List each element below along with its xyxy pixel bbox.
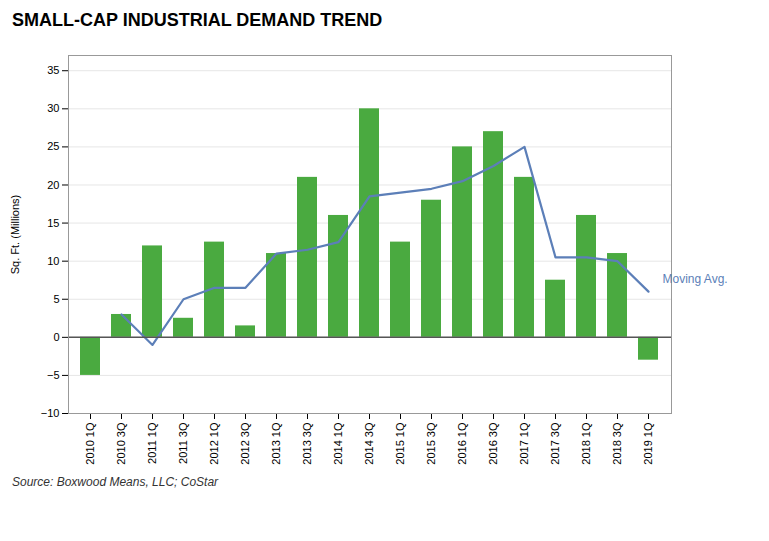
svg-text:2017 3Q: 2017 3Q [549, 422, 561, 465]
svg-text:2016 1Q: 2016 1Q [456, 422, 468, 465]
html-text:Source: Boxwood Means, LLC; Co: Source: Boxwood Means, LLC; CoStar [12, 475, 219, 489]
svg-text:2014 3Q: 2014 3Q [363, 422, 375, 465]
svg-text:2019 1Q: 2019 1Q [642, 422, 654, 465]
svg-text:35: 35 [47, 64, 59, 76]
svg-text:30: 30 [47, 102, 59, 114]
svg-text:2015 1Q: 2015 1Q [394, 422, 406, 465]
svg-text:2018 1Q: 2018 1Q [580, 422, 592, 465]
svg-text:2016 3Q: 2016 3Q [487, 422, 499, 465]
svg-text:2010 1Q: 2010 1Q [84, 422, 96, 465]
svg-text:2012 1Q: 2012 1Q [208, 422, 220, 465]
svg-text:2013 1Q: 2013 1Q [270, 422, 282, 465]
svg-text:20: 20 [47, 179, 59, 191]
html-text:SMALL-CAP INDUSTRIAL DEMAND TR: SMALL-CAP INDUSTRIAL DEMAND TREND [12, 10, 383, 30]
svg-text:2015 3Q: 2015 3Q [425, 422, 437, 465]
svg-text:2013 3Q: 2013 3Q [301, 422, 313, 465]
svg-text:−5: −5 [47, 369, 60, 381]
svg-text:10: 10 [47, 255, 59, 267]
svg-text:2018 3Q: 2018 3Q [611, 422, 623, 465]
svg-text:2017 1Q: 2017 1Q [518, 422, 530, 465]
svg-text:5: 5 [53, 293, 59, 305]
svg-text:2014 1Q: 2014 1Q [332, 422, 344, 465]
svg-text:Sq. Ft. (Millions): Sq. Ft. (Millions) [9, 195, 21, 274]
svg-text:2011 3Q: 2011 3Q [177, 422, 189, 464]
svg-text:Moving Avg.: Moving Avg. [663, 272, 728, 286]
svg-text:25: 25 [47, 140, 59, 152]
svg-text:−10: −10 [41, 407, 60, 419]
svg-text:2010 3Q: 2010 3Q [115, 422, 127, 465]
svg-text:2012 3Q: 2012 3Q [239, 422, 251, 465]
svg-text:2011 1Q: 2011 1Q [146, 422, 158, 464]
svg-text:0: 0 [53, 331, 59, 343]
svg-text:15: 15 [47, 217, 59, 229]
